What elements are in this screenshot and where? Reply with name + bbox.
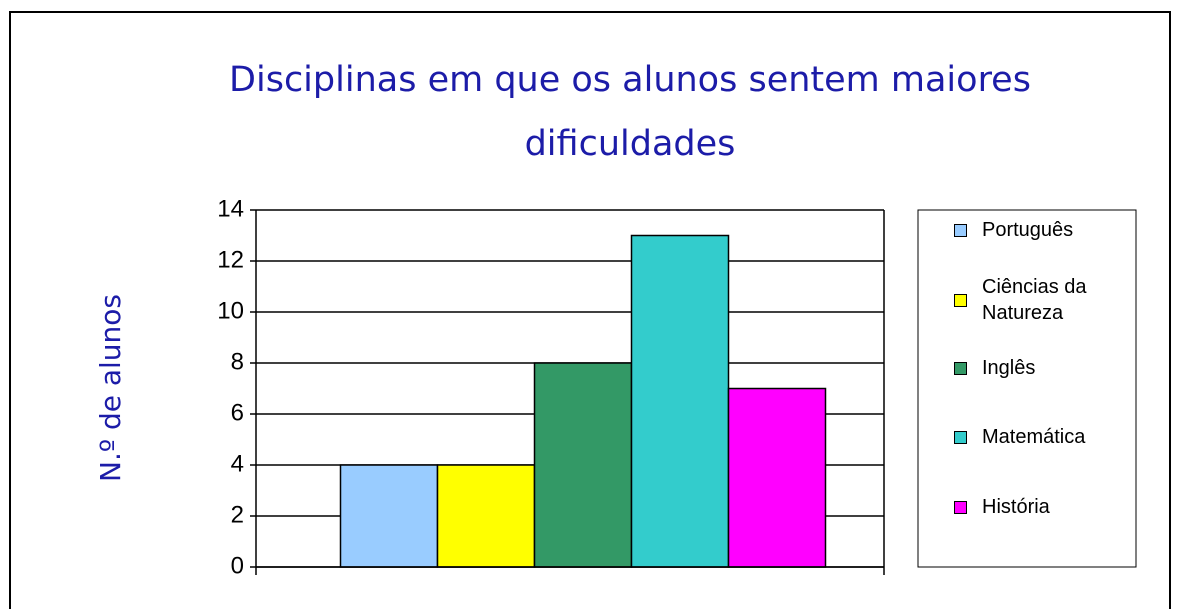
y-tick-label: 10 <box>217 297 244 324</box>
legend-label: Português <box>982 219 1074 241</box>
bar <box>630 234 730 568</box>
y-tick-label: 0 <box>231 552 244 579</box>
bar <box>727 387 827 568</box>
legend-swatch <box>954 431 967 444</box>
y-tick-label: 12 <box>217 246 244 273</box>
legend-label: História <box>982 496 1050 518</box>
bar <box>339 464 439 568</box>
legend-label: Matemática <box>982 426 1086 448</box>
y-tick-label: 2 <box>231 501 244 528</box>
legend-box <box>917 209 1137 568</box>
legend-swatch <box>954 294 967 307</box>
y-tick-label: 14 <box>217 195 244 222</box>
legend-label: Inglês <box>982 357 1036 379</box>
legend-label: Ciências da Natureza <box>982 276 1087 324</box>
chart-border <box>9 11 1171 609</box>
legend-swatch <box>954 224 967 237</box>
y-tick-label: 6 <box>231 399 244 426</box>
legend-swatch <box>954 362 967 375</box>
y-axis-label: N.º de alunos <box>94 294 127 482</box>
legend-swatch <box>954 501 967 514</box>
bar <box>436 464 536 568</box>
y-tick-label: 8 <box>231 348 244 375</box>
y-tick-label: 4 <box>231 450 244 477</box>
bar <box>533 362 633 568</box>
chart-title: Disciplinas em que os alunos sentem maio… <box>229 60 1031 164</box>
